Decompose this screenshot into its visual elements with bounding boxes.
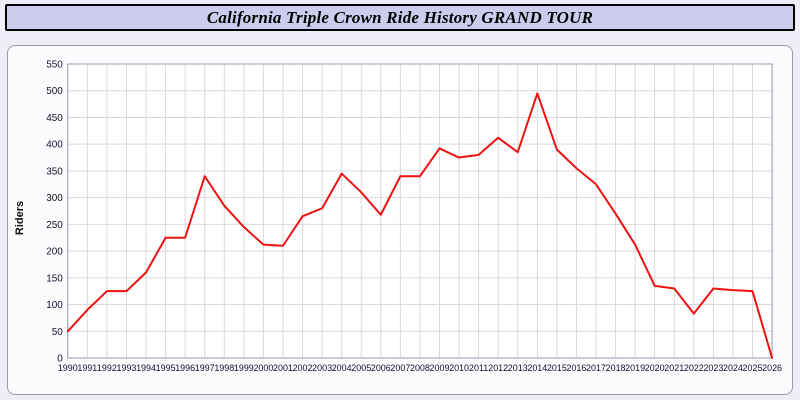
svg-text:1996: 1996: [175, 363, 195, 373]
svg-text:150: 150: [46, 273, 63, 284]
svg-text:2000: 2000: [253, 363, 273, 373]
svg-text:1998: 1998: [214, 363, 234, 373]
svg-text:2001: 2001: [273, 363, 293, 373]
svg-text:2006: 2006: [371, 363, 391, 373]
y-axis-label: Riders: [14, 200, 26, 236]
svg-text:2012: 2012: [488, 363, 508, 373]
svg-text:550: 550: [46, 59, 63, 70]
svg-text:500: 500: [46, 86, 63, 97]
svg-text:2022: 2022: [684, 363, 704, 373]
svg-text:2023: 2023: [703, 363, 723, 373]
svg-text:1995: 1995: [156, 363, 176, 373]
svg-text:2003: 2003: [312, 363, 332, 373]
svg-text:350: 350: [46, 166, 63, 177]
svg-text:50: 50: [52, 327, 64, 338]
svg-text:450: 450: [46, 113, 63, 124]
svg-text:2014: 2014: [527, 363, 547, 373]
svg-text:2017: 2017: [586, 363, 606, 373]
svg-text:1997: 1997: [195, 363, 215, 373]
svg-text:2021: 2021: [664, 363, 684, 373]
svg-text:2018: 2018: [606, 363, 626, 373]
svg-text:2016: 2016: [566, 363, 586, 373]
chart-title-bar: California Triple Crown Ride History GRA…: [5, 4, 795, 31]
svg-text:2004: 2004: [332, 363, 352, 373]
svg-text:2015: 2015: [547, 363, 567, 373]
riders-line-chart: 1990 1991 1992 1993 1994 1995 1996 1997 1998 1999…: [46, 59, 782, 373]
svg-text:2025: 2025: [743, 363, 763, 373]
svg-text:200: 200: [46, 247, 63, 258]
svg-text:2019: 2019: [625, 363, 645, 373]
svg-text:2007: 2007: [390, 363, 410, 373]
svg-text:100: 100: [46, 300, 63, 311]
svg-text:2005: 2005: [351, 363, 371, 373]
svg-text:1992: 1992: [97, 363, 117, 373]
svg-text:2002: 2002: [293, 363, 313, 373]
svg-text:1994: 1994: [136, 363, 156, 373]
svg-text:1991: 1991: [77, 363, 97, 373]
svg-text:300: 300: [46, 193, 63, 204]
svg-text:2010: 2010: [449, 363, 469, 373]
svg-text:1999: 1999: [234, 363, 254, 373]
svg-text:2020: 2020: [645, 363, 665, 373]
svg-text:2011: 2011: [469, 363, 488, 373]
svg-text:2009: 2009: [430, 363, 450, 373]
svg-text:2024: 2024: [723, 363, 743, 373]
svg-text:2026: 2026: [762, 363, 782, 373]
svg-text:2013: 2013: [508, 363, 528, 373]
svg-text:400: 400: [46, 140, 63, 151]
chart-panel: Riders 1990 1991 1992 1993 1994 1995 1996 1997 1…: [7, 45, 793, 395]
svg-text:250: 250: [46, 220, 63, 231]
svg-text:1990: 1990: [58, 363, 78, 373]
chart-title: California Triple Crown Ride History GRA…: [206, 7, 594, 27]
svg-text:1993: 1993: [117, 363, 137, 373]
svg-text:0: 0: [57, 353, 63, 364]
svg-text:2008: 2008: [410, 363, 430, 373]
